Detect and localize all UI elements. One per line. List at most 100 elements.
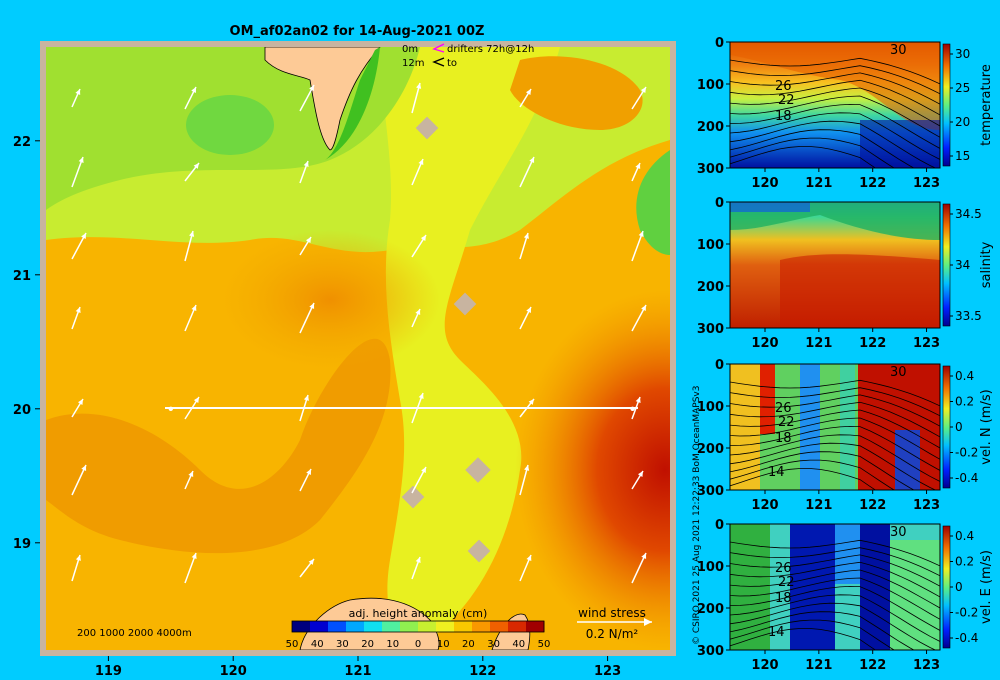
field-red-eddy xyxy=(515,290,670,650)
wind-arrow xyxy=(299,160,309,184)
contour-line xyxy=(730,459,895,490)
colorbar-swatch xyxy=(526,621,545,632)
section-xtick-salinity-3: 123 xyxy=(913,336,940,351)
wind-arrow xyxy=(519,156,535,188)
wind-arrow xyxy=(71,306,81,330)
wind-arrow xyxy=(631,86,647,110)
section-xtick-temperature-3: 123 xyxy=(913,176,940,191)
colorbar-swatch xyxy=(436,621,455,632)
contour-label-vel-e-1: 26 xyxy=(775,561,792,576)
contour-label-vel-e-4: 14 xyxy=(768,625,785,640)
colorbar-swatch xyxy=(328,621,347,632)
contour-line xyxy=(730,387,940,417)
contour-line xyxy=(730,434,940,482)
map-axes: 119 120 121 122 123 22 21 20 19 xyxy=(13,135,621,679)
field-green-eddy xyxy=(186,95,274,155)
field-yellow-tongue xyxy=(380,47,560,642)
section-xtick-vel-n-0: 120 xyxy=(751,498,778,513)
section-ytick-vel-n-3: 300 xyxy=(697,484,724,499)
wind-arrow xyxy=(411,82,422,114)
contour-label-vel-e-0: 30 xyxy=(890,525,907,540)
drifter-legend-depth-0: 0m xyxy=(402,44,418,55)
contour-label-vel-n-2: 22 xyxy=(778,415,795,430)
contour-line xyxy=(730,577,940,620)
section-salinity xyxy=(730,202,940,328)
section-xtick-temperature-0: 120 xyxy=(751,176,778,191)
contour-label-vel-e-2: 22 xyxy=(778,575,795,590)
contour-line xyxy=(730,539,940,567)
contour-line xyxy=(730,57,940,85)
section-ytick-salinity-1: 100 xyxy=(697,238,724,253)
contour-line xyxy=(730,561,940,598)
section-cbar-tick-salinity-2: 33.5 xyxy=(955,309,982,323)
contour-label-vel-n-0: 30 xyxy=(890,365,907,380)
section-ytick-salinity-3: 300 xyxy=(697,322,724,337)
section-frame-vel-e xyxy=(729,523,941,651)
colorbar-tick-6: 10 xyxy=(437,639,450,650)
colorbar-swatch xyxy=(454,621,473,632)
section-xtick-vel-e-1: 121 xyxy=(805,658,832,673)
wind-arrow xyxy=(184,162,200,182)
section-cbar-tick-salinity-0: 34.5 xyxy=(955,207,982,221)
island-2 xyxy=(453,292,477,316)
contour-line xyxy=(730,409,940,449)
wind-arrow xyxy=(519,306,532,330)
contour-label-vel-n-1: 26 xyxy=(775,401,792,416)
wind-arrow xyxy=(299,84,315,112)
wind-arrow xyxy=(519,88,532,108)
section-xtick-vel-e-0: 120 xyxy=(751,658,778,673)
section-colorbar-vel-n xyxy=(942,365,951,489)
contour-line xyxy=(730,417,940,460)
section-ytick-temperature-1: 100 xyxy=(697,78,724,93)
map-xtick-label-3: 122 xyxy=(469,664,496,679)
section-cbar-tick-vel-n-1: 0.2 xyxy=(955,395,974,409)
contour-line xyxy=(730,611,915,650)
section-cbar-tick-vel-e-3: -0.2 xyxy=(955,606,978,620)
colorbar-swatch xyxy=(490,621,509,632)
contour-line xyxy=(730,554,940,587)
contour-line xyxy=(730,619,895,650)
section-frame-vel-n xyxy=(729,363,941,491)
contour-line xyxy=(730,112,940,160)
wind-arrow xyxy=(411,556,421,580)
colorbar-label: adj. height anomaly (cm) xyxy=(349,607,488,620)
wind-arrow xyxy=(184,86,197,110)
land-greenstrip xyxy=(325,47,380,160)
colorbar-swatch xyxy=(310,621,329,632)
wind-arrow xyxy=(184,304,197,332)
contour-line xyxy=(730,120,937,168)
colorbar-tick-1: 40 xyxy=(311,639,324,650)
wind-legend-title: wind stress xyxy=(578,606,646,620)
colorbar-tick-5: 0 xyxy=(415,639,421,650)
section-ytick-salinity-2: 200 xyxy=(697,280,724,295)
wind-arrow xyxy=(411,158,424,186)
map-panel: 119 120 121 122 123 22 21 20 19 0m drifters 72h@… xyxy=(13,41,676,679)
wind-arrow xyxy=(631,230,644,262)
section-xtick-temperature-1: 121 xyxy=(805,176,832,191)
section-ytick-vel-e-0: 0 xyxy=(715,518,724,533)
wind-arrow xyxy=(631,470,644,490)
section-cbar-tick-salinity-1: 34 xyxy=(955,258,970,272)
section-xtick-salinity-0: 120 xyxy=(751,336,778,351)
section-frame-salinity xyxy=(729,201,941,329)
section-cbar-tick-temperature-0: 30 xyxy=(955,47,970,61)
colorbar-tick-9: 40 xyxy=(512,639,525,650)
contour-line xyxy=(730,129,915,168)
wind-arrow xyxy=(71,464,87,496)
section-cbar-tick-temperature-3: 15 xyxy=(955,149,970,163)
colorbar-swatch xyxy=(364,621,383,632)
drifter-legend-depth-12: 12m xyxy=(402,58,424,69)
contour-line xyxy=(730,379,940,407)
wind-arrow xyxy=(71,156,84,188)
section-xtick-salinity-1: 121 xyxy=(805,336,832,351)
field-green-east xyxy=(636,150,670,255)
contour-line xyxy=(730,146,877,168)
contour-line xyxy=(730,425,940,471)
section-xtick-vel-n-3: 123 xyxy=(913,498,940,513)
section-ytick-vel-e-2: 200 xyxy=(697,602,724,617)
wind-arrow xyxy=(71,232,87,260)
